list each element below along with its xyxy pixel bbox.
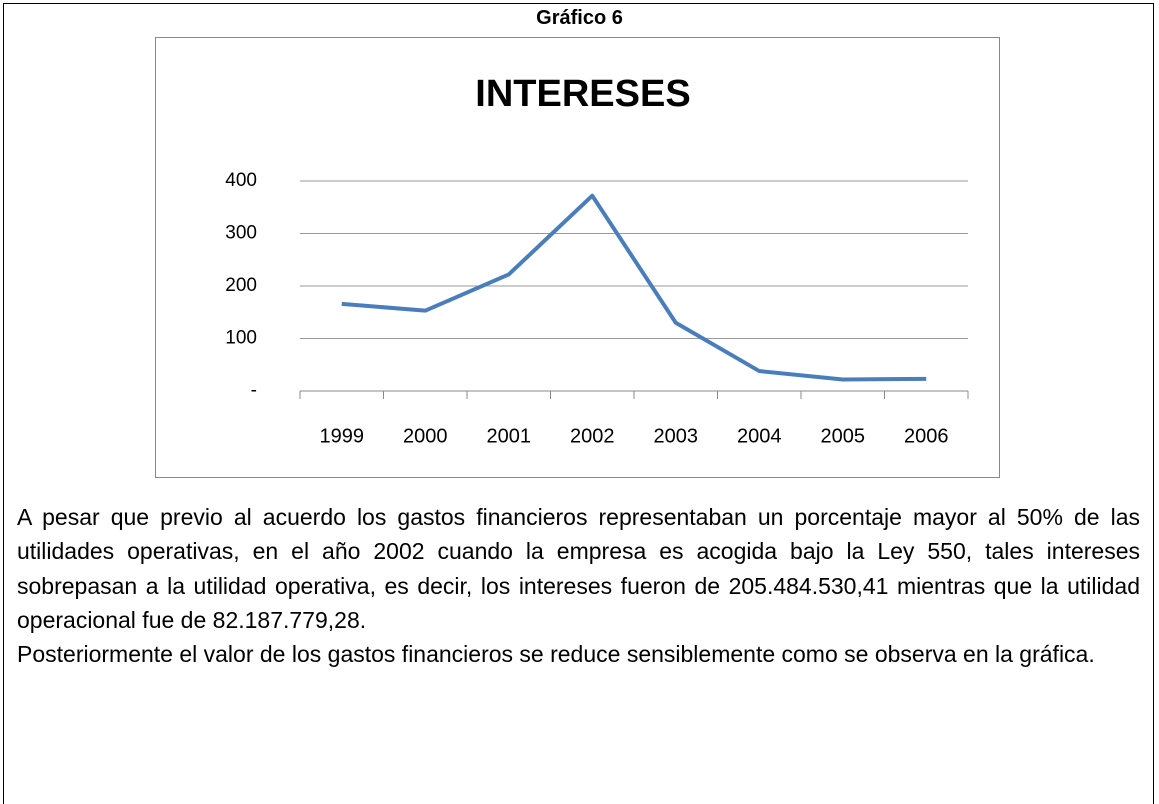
y-tick-label: -	[251, 380, 257, 401]
x-tick-label: 2006	[904, 425, 949, 447]
body-text: A pesar que previo al acuerdo los gastos…	[17, 500, 1140, 671]
x-tick-label: 2004	[737, 425, 782, 447]
paragraph: Posteriormente el valor de los gastos fi…	[17, 641, 1095, 668]
data-line	[341, 193, 927, 382]
paragraph: A pesar que previo al acuerdo los gastos…	[17, 504, 1140, 633]
caption: Gráfico 6	[536, 7, 623, 29]
chart-border	[155, 37, 1000, 478]
x-tick-label: 2000	[403, 425, 448, 447]
x-tick-label: 2001	[487, 425, 532, 447]
page-border	[3, 3, 1154, 804]
y-tick-label: 300	[225, 223, 257, 244]
y-tick-label: 100	[225, 328, 257, 349]
chart-title: INTERESES	[475, 73, 690, 115]
chart: INTERESES - 100 200 300 400 1999 2000 2001 2002 2…	[155, 37, 1000, 478]
x-tick-label: 2002	[570, 425, 615, 447]
y-tick-label: 200	[225, 275, 257, 296]
x-tick-label: 1999	[320, 425, 365, 447]
x-tick-label: 2003	[654, 425, 699, 447]
x-tick-label: 2005	[821, 425, 866, 447]
y-tick-label: 400	[225, 170, 257, 191]
